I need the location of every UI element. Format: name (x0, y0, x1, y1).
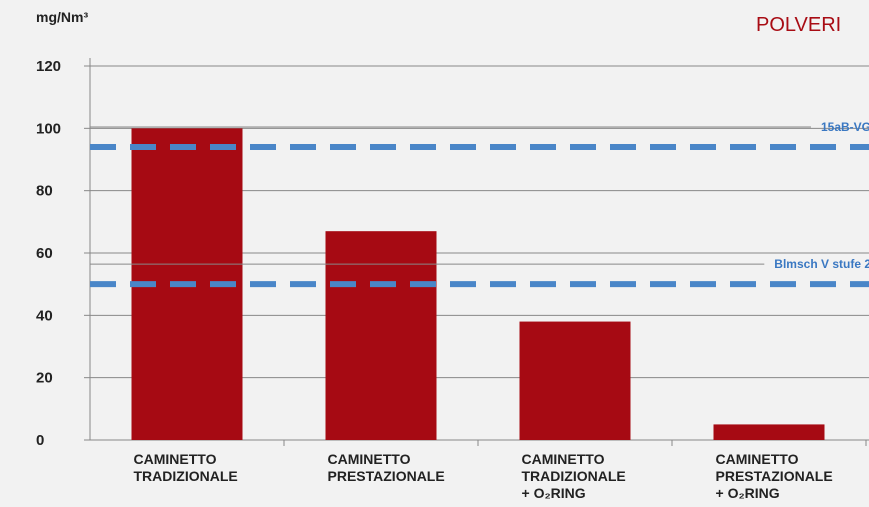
reference-line-label: 15aB-VG (821, 120, 869, 134)
x-category-label-line: CAMINETTO (522, 451, 605, 467)
y-tick-label: 60 (36, 245, 53, 262)
x-category-label-line: CAMINETTO (716, 451, 799, 467)
chart-title: POLVERI (756, 14, 841, 36)
x-category-label-line: PRESTAZIONALE (328, 468, 445, 484)
y-tick-label: 80 (36, 183, 53, 200)
y-tick-label: 100 (36, 120, 61, 137)
x-category-label: CAMINETTO PRESTAZIONALE + O₂RING (716, 451, 833, 501)
y-tick-label: 40 (36, 307, 53, 324)
y-tick-label: 0 (36, 432, 44, 449)
y-tick-label: 20 (36, 370, 53, 387)
reference-line-label: Blmsch V stufe 2 (774, 257, 869, 271)
x-category-label-line: CAMINETTO (328, 451, 411, 467)
x-category-label: CAMINETTO TRADIZIONALE (134, 451, 238, 484)
x-category-label: CAMINETTO TRADIZIONALE + O₂RING (522, 451, 626, 501)
x-category-label-line: PRESTAZIONALE (716, 468, 833, 484)
x-category-label-line: CAMINETTO (134, 451, 217, 467)
y-axis-unit: mg/Nm³ (36, 9, 88, 25)
y-tick-label: 120 (36, 58, 61, 75)
x-category-label-line: + O₂RING (716, 485, 780, 501)
x-category-label-line: + O₂RING (522, 485, 586, 501)
bar (325, 231, 437, 440)
x-category-label-line: TRADIZIONALE (522, 468, 626, 484)
x-category-label-line: TRADIZIONALE (134, 468, 238, 484)
bar (713, 424, 825, 440)
x-category-label: CAMINETTO PRESTAZIONALE (328, 451, 445, 484)
bar (519, 321, 631, 440)
